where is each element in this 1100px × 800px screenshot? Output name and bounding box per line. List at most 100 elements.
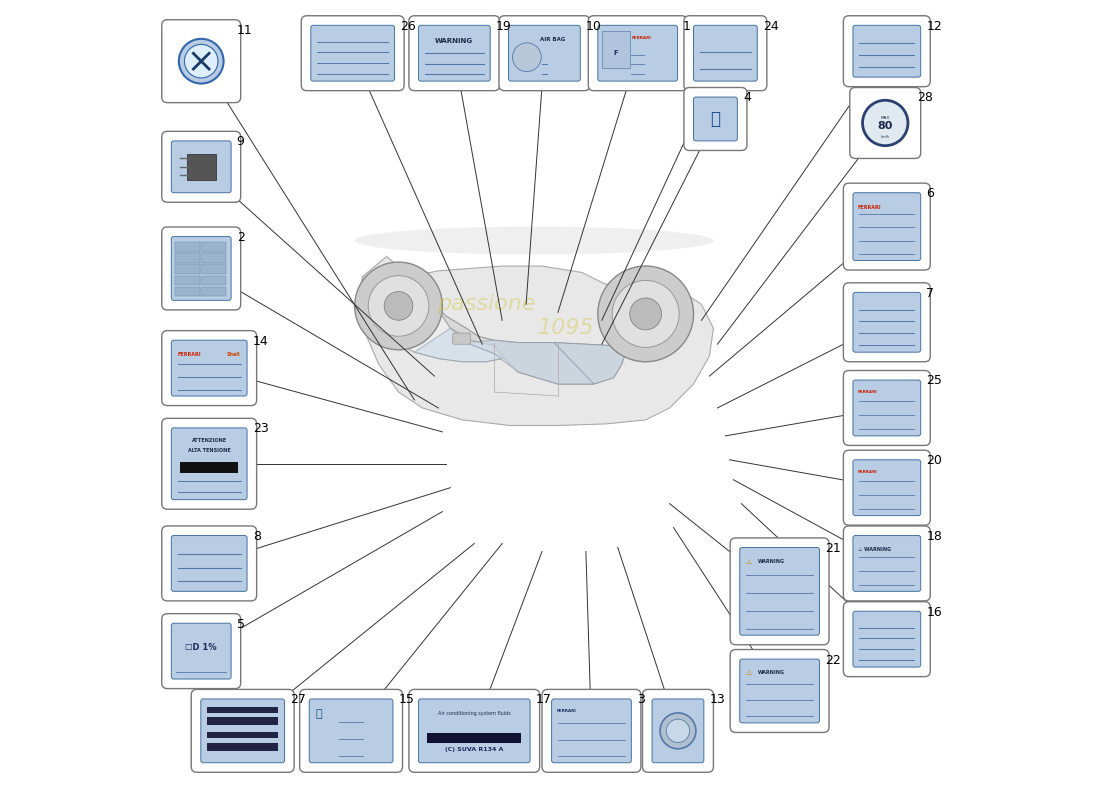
Text: FERRARI: FERRARI xyxy=(858,205,881,210)
FancyBboxPatch shape xyxy=(409,690,540,772)
FancyBboxPatch shape xyxy=(409,16,499,90)
Text: 16: 16 xyxy=(926,606,942,618)
Ellipse shape xyxy=(354,226,714,254)
FancyBboxPatch shape xyxy=(162,20,241,102)
FancyBboxPatch shape xyxy=(684,16,767,90)
Text: ⚠: ⚠ xyxy=(746,670,752,676)
FancyBboxPatch shape xyxy=(852,292,921,352)
FancyBboxPatch shape xyxy=(418,699,530,762)
Circle shape xyxy=(179,39,223,83)
FancyBboxPatch shape xyxy=(172,623,231,679)
Text: AIR BAG: AIR BAG xyxy=(540,38,565,42)
Text: ⛽: ⛽ xyxy=(711,110,720,128)
FancyBboxPatch shape xyxy=(850,87,921,158)
FancyBboxPatch shape xyxy=(642,690,714,772)
FancyBboxPatch shape xyxy=(180,462,239,474)
PathPatch shape xyxy=(466,340,594,384)
FancyBboxPatch shape xyxy=(693,97,737,141)
FancyBboxPatch shape xyxy=(162,330,256,406)
Text: 25: 25 xyxy=(926,374,943,387)
FancyBboxPatch shape xyxy=(730,538,829,645)
Text: WARNING: WARNING xyxy=(758,670,785,675)
FancyBboxPatch shape xyxy=(172,340,248,396)
Text: 13: 13 xyxy=(710,694,725,706)
FancyBboxPatch shape xyxy=(730,650,829,733)
Text: 27: 27 xyxy=(290,694,306,706)
FancyBboxPatch shape xyxy=(311,26,395,81)
FancyBboxPatch shape xyxy=(162,227,241,310)
FancyBboxPatch shape xyxy=(844,450,931,525)
Text: ATTENZIONE: ATTENZIONE xyxy=(191,438,227,443)
Text: Air conditioning system fluids: Air conditioning system fluids xyxy=(438,711,510,716)
FancyBboxPatch shape xyxy=(852,611,921,667)
FancyBboxPatch shape xyxy=(684,87,747,150)
FancyBboxPatch shape xyxy=(844,370,931,446)
FancyBboxPatch shape xyxy=(852,460,921,515)
Text: 1: 1 xyxy=(683,20,691,33)
Circle shape xyxy=(862,100,907,146)
FancyBboxPatch shape xyxy=(597,26,678,81)
Text: (C) SUVA R134 A: (C) SUVA R134 A xyxy=(446,747,504,752)
FancyBboxPatch shape xyxy=(191,690,294,772)
FancyBboxPatch shape xyxy=(175,242,199,252)
Text: 28: 28 xyxy=(916,91,933,105)
Text: 4: 4 xyxy=(742,91,751,105)
FancyBboxPatch shape xyxy=(162,614,241,689)
Circle shape xyxy=(513,43,541,71)
FancyBboxPatch shape xyxy=(309,699,393,762)
FancyBboxPatch shape xyxy=(201,265,225,274)
Circle shape xyxy=(613,281,679,347)
FancyBboxPatch shape xyxy=(499,16,590,90)
FancyBboxPatch shape xyxy=(175,254,199,263)
Text: FERRARI: FERRARI xyxy=(178,352,201,357)
Text: 3: 3 xyxy=(637,694,645,706)
Circle shape xyxy=(384,291,412,320)
FancyBboxPatch shape xyxy=(652,699,704,762)
Text: 19: 19 xyxy=(496,20,512,33)
Text: 21: 21 xyxy=(825,542,840,555)
FancyBboxPatch shape xyxy=(162,418,256,510)
FancyBboxPatch shape xyxy=(453,333,471,344)
FancyBboxPatch shape xyxy=(207,743,278,750)
Text: FERRARI: FERRARI xyxy=(858,470,878,474)
FancyBboxPatch shape xyxy=(852,535,921,591)
PathPatch shape xyxy=(415,328,503,362)
FancyBboxPatch shape xyxy=(693,26,757,81)
FancyBboxPatch shape xyxy=(739,547,820,635)
Text: 15: 15 xyxy=(398,694,415,706)
Circle shape xyxy=(660,713,696,749)
Text: ☐D 1%: ☐D 1% xyxy=(186,642,217,652)
Text: 80: 80 xyxy=(878,121,893,131)
FancyBboxPatch shape xyxy=(187,154,216,179)
Text: 10: 10 xyxy=(586,20,602,33)
Text: 2: 2 xyxy=(236,231,244,244)
FancyBboxPatch shape xyxy=(207,733,278,738)
Text: 22: 22 xyxy=(825,654,840,666)
FancyBboxPatch shape xyxy=(508,26,581,81)
Text: 12: 12 xyxy=(926,20,942,33)
FancyBboxPatch shape xyxy=(852,380,921,436)
FancyBboxPatch shape xyxy=(299,690,403,772)
Text: WARNING: WARNING xyxy=(758,558,785,564)
Text: ⚠: ⚠ xyxy=(746,558,752,565)
Circle shape xyxy=(368,276,429,336)
FancyBboxPatch shape xyxy=(418,26,491,81)
Text: 9: 9 xyxy=(236,135,244,148)
FancyBboxPatch shape xyxy=(172,141,231,193)
PathPatch shape xyxy=(359,257,714,426)
FancyBboxPatch shape xyxy=(172,428,248,500)
Text: WARNING: WARNING xyxy=(436,38,473,44)
Circle shape xyxy=(354,262,442,350)
Text: 7: 7 xyxy=(926,286,934,300)
Text: ⚠ WARNING: ⚠ WARNING xyxy=(858,546,891,552)
Circle shape xyxy=(667,719,690,742)
Text: 5: 5 xyxy=(236,618,244,630)
Text: km/h: km/h xyxy=(881,135,890,139)
FancyBboxPatch shape xyxy=(844,283,931,362)
Circle shape xyxy=(629,298,661,330)
Text: 8: 8 xyxy=(253,530,261,543)
PathPatch shape xyxy=(554,342,626,384)
FancyBboxPatch shape xyxy=(207,718,278,726)
FancyBboxPatch shape xyxy=(175,265,199,274)
FancyBboxPatch shape xyxy=(162,131,241,202)
